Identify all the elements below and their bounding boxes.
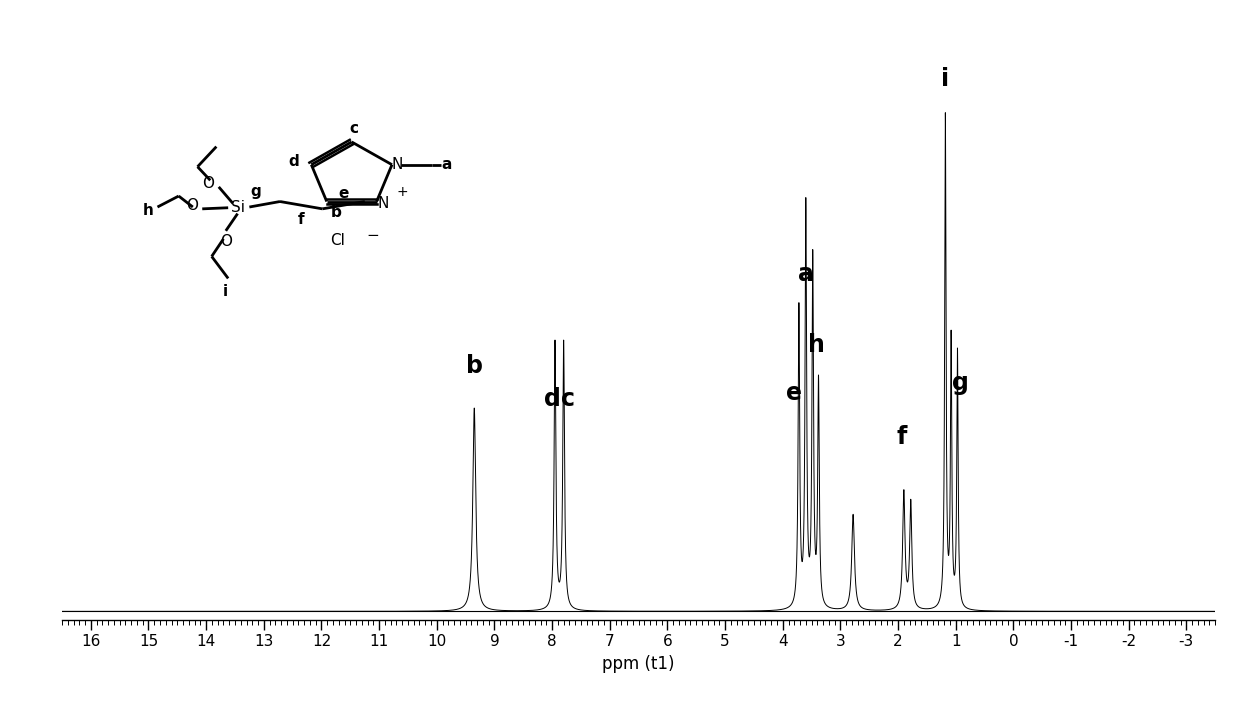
Text: g: g: [250, 184, 260, 199]
Text: c: c: [560, 386, 574, 411]
Text: d: d: [288, 153, 299, 168]
Text: N: N: [378, 196, 389, 211]
Text: Cl: Cl: [330, 233, 345, 249]
Text: O: O: [186, 199, 198, 213]
Text: f: f: [897, 425, 908, 448]
X-axis label: ppm (t1): ppm (t1): [603, 655, 675, 672]
Text: N: N: [391, 157, 403, 172]
Text: g: g: [952, 370, 968, 394]
Text: a: a: [441, 157, 451, 172]
Text: i: i: [941, 67, 950, 91]
Text: c: c: [350, 120, 358, 135]
Text: d: d: [543, 386, 560, 411]
Text: b: b: [466, 354, 482, 378]
Text: f: f: [298, 212, 305, 227]
Text: i: i: [223, 284, 228, 298]
Text: Si: Si: [231, 199, 244, 215]
Text: h: h: [807, 332, 825, 357]
Text: −: −: [367, 228, 379, 243]
Text: +: +: [397, 185, 408, 199]
Text: e: e: [339, 186, 348, 201]
Text: O: O: [219, 234, 232, 249]
Text: h: h: [143, 203, 154, 218]
Text: a: a: [797, 262, 813, 286]
Text: b: b: [331, 205, 341, 220]
Text: e: e: [786, 382, 802, 406]
Text: O: O: [202, 176, 215, 191]
